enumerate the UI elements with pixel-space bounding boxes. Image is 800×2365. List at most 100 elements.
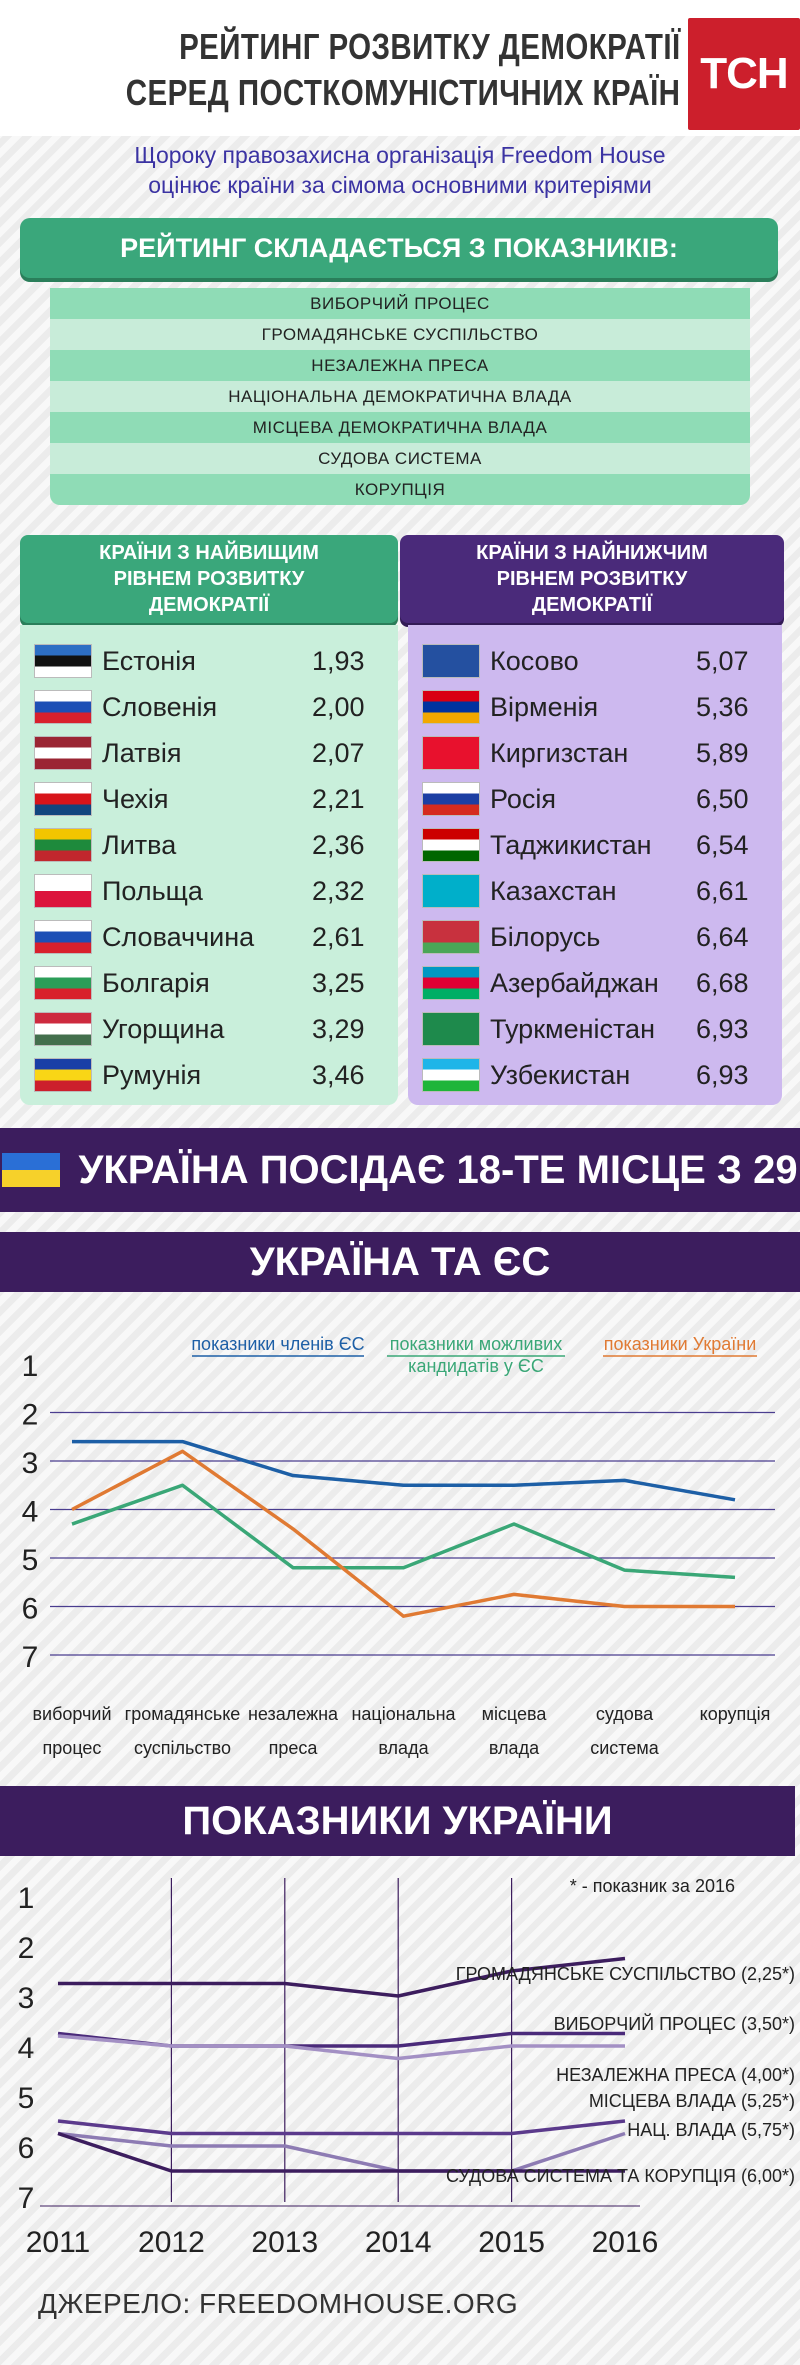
ukraine-eu-chart: 1 2 3 4 5 6 7 показники членів ЄС показники можл…	[22, 1334, 775, 1758]
worst-countries-list: Косово 5,07 Вірменія 5,36 Киргизстан 5,89 Росі…	[408, 625, 782, 1105]
x-tick-label: 2013	[251, 2226, 318, 2259]
series-label: СУДОВА СИСТЕМА ТА КОРУПЦІЯ (6,00*)	[446, 2166, 795, 2186]
indicator-row: КОРУПЦІЯ	[50, 474, 750, 505]
country-name: Росія	[490, 783, 556, 814]
header	[0, 0, 800, 136]
series-label: НЕЗАЛЕЖНА ПРЕСА (4,00*)	[556, 2065, 795, 2085]
indicator-row: НЕЗАЛЕЖНА ПРЕСА	[50, 350, 750, 381]
country-name: Угорщина	[102, 1013, 225, 1044]
country-flag-icon	[34, 920, 92, 954]
x-tick-label: 2015	[478, 2226, 545, 2259]
x-tick-label: незалежна	[248, 1704, 339, 1724]
country-name: Косово	[490, 645, 579, 676]
country-row: Естонія 1,93	[34, 639, 392, 683]
country-name: Польща	[102, 875, 203, 906]
x-tick-label: громадянське	[125, 1704, 241, 1724]
legend-item: показники України	[604, 1334, 757, 1354]
country-name: Словенія	[102, 691, 218, 722]
ukraine-flag-icon	[2, 1153, 61, 1187]
best-countries-list: Естонія 1,93 Словенія 2,00 Латвія 2,07 Чехія 2,…	[20, 625, 398, 1105]
y-tick-label: 6	[18, 2132, 35, 2165]
y-tick-label: 4	[22, 1496, 39, 1529]
country-score: 1,93	[312, 645, 365, 676]
country-score: 5,36	[696, 691, 749, 722]
series-line	[71, 1449, 735, 1618]
x-tick-label: 2014	[365, 2226, 432, 2259]
country-flag-icon	[422, 874, 480, 908]
x-tick-label: 2012	[138, 2226, 205, 2259]
y-tick-label: 5	[18, 2082, 35, 2115]
country-flag-icon	[34, 966, 92, 1000]
country-name: Таджикистан	[490, 829, 652, 860]
country-score: 3,29	[312, 1013, 365, 1044]
x-tick-label: преса	[269, 1738, 319, 1758]
ukraine-rank-text: УКРАЇНА ПОСІДАЄ 18-ТЕ МІСЦЕ З 29	[78, 1147, 798, 1192]
ukraine-rank-banner: УКРАЇНА ПОСІДАЄ 18-ТЕ МІСЦЕ З 29	[0, 1128, 800, 1212]
country-flag-icon	[422, 920, 480, 954]
country-row: Білорусь 6,64	[422, 915, 776, 959]
legend-item: показники членів ЄС	[191, 1334, 364, 1354]
y-tick-label: 1	[18, 1882, 35, 1915]
country-name: Румунія	[102, 1059, 202, 1090]
country-flag-icon	[34, 874, 92, 908]
page-title-line-2: СЕРЕД ПОСТКОМУНІСТИЧНИХ КРАЇН	[125, 72, 680, 113]
country-flag-icon	[34, 1058, 92, 1092]
best-countries-heading-text: КРАЇНИ З НАЙВИЩИМ РІВНЕМ РОЗВИТКУ ДЕМОКР…	[99, 542, 319, 616]
country-name: Білорусь	[490, 921, 601, 952]
x-tick-label: 2011	[26, 2226, 91, 2259]
x-tick-label: суспільство	[134, 1738, 231, 1758]
country-flag-icon	[422, 782, 480, 816]
x-tick-label: місцева	[482, 1704, 548, 1724]
country-row: Польща 2,32	[34, 869, 392, 913]
indicator-row: ГРОМАДЯНСЬКЕ СУСПІЛЬСТВО	[50, 319, 750, 350]
x-tick-label: національна	[351, 1704, 456, 1724]
series-line	[57, 2119, 626, 2136]
country-score: 3,46	[312, 1059, 365, 1090]
country-row: Узбекистан 6,93	[422, 1053, 776, 1097]
indicator-row: ВИБОРЧИЙ ПРОЦЕС	[50, 288, 750, 319]
ukraine-indicators-banner: ПОКАЗНИКИ УКРАЇНИ	[0, 1786, 795, 1856]
y-tick-label: 3	[22, 1447, 39, 1480]
country-name: Казахстан	[490, 875, 617, 906]
x-tick-label: судова	[596, 1704, 654, 1724]
country-name: Узбекистан	[490, 1059, 631, 1090]
country-flag-icon	[34, 1012, 92, 1046]
x-tick-label: виборчий	[32, 1704, 111, 1724]
country-score: 6,68	[696, 967, 749, 998]
country-row: Румунія 3,46	[34, 1053, 392, 1097]
x-tick-label: 2016	[592, 2226, 659, 2259]
country-score: 2,32	[312, 875, 365, 906]
country-row: Словаччина 2,61	[34, 915, 392, 959]
country-score: 6,93	[696, 1059, 749, 1090]
series-label: МІСЦЕВА ВЛАДА (5,25*)	[589, 2091, 795, 2111]
country-score: 6,54	[696, 829, 749, 860]
ukraine-eu-banner: УКРАЇНА ТА ЄС	[0, 1232, 800, 1292]
country-name: Чехія	[102, 783, 169, 814]
y-tick-label: 7	[22, 1641, 39, 1674]
country-flag-icon	[422, 828, 480, 862]
country-row: Казахстан 6,61	[422, 869, 776, 913]
country-name: Вірменія	[490, 691, 599, 722]
y-tick-label: 5	[22, 1544, 39, 1577]
indicator-row: СУДОВА СИСТЕМА	[50, 443, 750, 474]
y-tick-label: 4	[18, 2032, 35, 2065]
indicator-row: НАЦІОНАЛЬНА ДЕМОКРАТИЧНА ВЛАДА	[50, 381, 750, 412]
x-tick-label: процес	[43, 1738, 102, 1758]
country-row: Киргизстан 5,89	[422, 731, 776, 775]
tsn-logo: ТСН	[688, 18, 800, 130]
x-tick-label: влада	[489, 1738, 540, 1758]
country-flag-icon	[422, 966, 480, 1000]
indicators-heading: РЕЙТИНГ СКЛАДАЄТЬСЯ З ПОКАЗНИКІВ:	[20, 218, 778, 278]
country-score: 2,07	[312, 737, 365, 768]
country-score: 2,61	[312, 921, 365, 952]
y-tick-label: 3	[18, 1982, 35, 2015]
country-row: Угорщина 3,29	[34, 1007, 392, 1051]
country-flag-icon	[34, 782, 92, 816]
country-flag-icon	[34, 828, 92, 862]
country-name: Словаччина	[102, 921, 255, 952]
country-flag-icon	[422, 1058, 480, 1092]
worst-countries-heading-text: КРАЇНИ З НАЙНИЖЧИМ РІВНЕМ РОЗВИТКУ ДЕМОК…	[476, 542, 708, 616]
country-name: Естонія	[102, 645, 196, 676]
best-countries-heading: КРАЇНИ З НАЙВИЩИМ РІВНЕМ РОЗВИТКУ ДЕМОКР…	[20, 535, 398, 623]
subtitle-line-2: оцінює країни за сімома основними критер…	[148, 172, 652, 198]
